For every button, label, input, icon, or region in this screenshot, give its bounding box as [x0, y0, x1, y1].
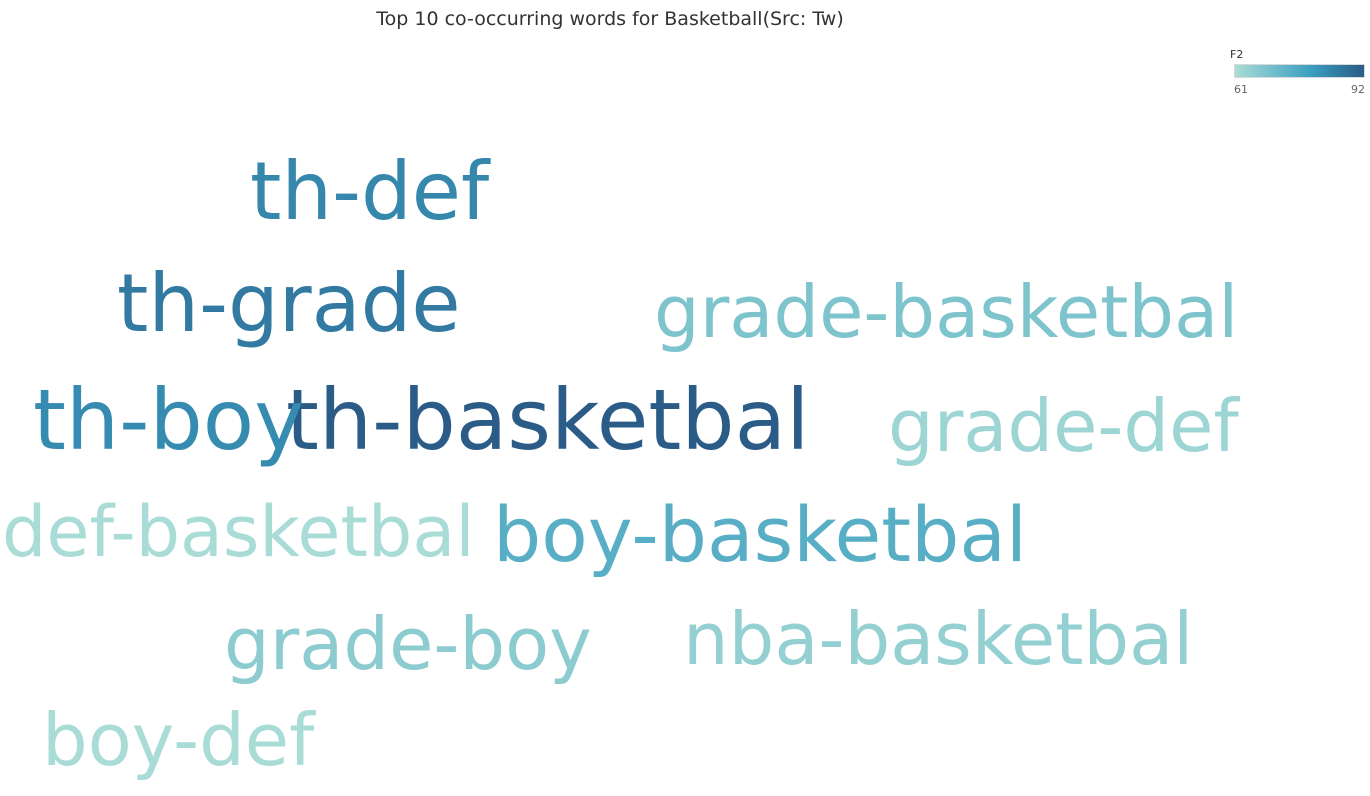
word-th-basketbal: th-basketbal [286, 371, 810, 469]
word-grade-basketbal: grade-basketbal [654, 270, 1239, 354]
word-th-grade: th-grade [117, 257, 461, 350]
word-th-boy: th-boy [33, 371, 304, 469]
legend-gradient-bar [1234, 64, 1365, 78]
word-nba-basketbal: nba-basketbal [683, 597, 1194, 681]
word-grade-def: grade-def [888, 384, 1239, 468]
word-th-def: th-def [250, 145, 490, 238]
word-boy-basketbal: boy-basketbal [493, 490, 1028, 579]
color-legend: F2 61 92 [1229, 47, 1370, 101]
word-grade-boy: grade-boy [224, 602, 592, 686]
legend-min-label: 61 [1234, 83, 1248, 96]
legend-max-label: 92 [1351, 83, 1365, 96]
legend-title: F2 [1230, 48, 1244, 61]
word-def-basketbal: def-basketbal [2, 491, 475, 573]
word-boy-def: boy-def [42, 698, 315, 782]
chart-title: Top 10 co-occurring words for Basketball… [376, 8, 844, 30]
